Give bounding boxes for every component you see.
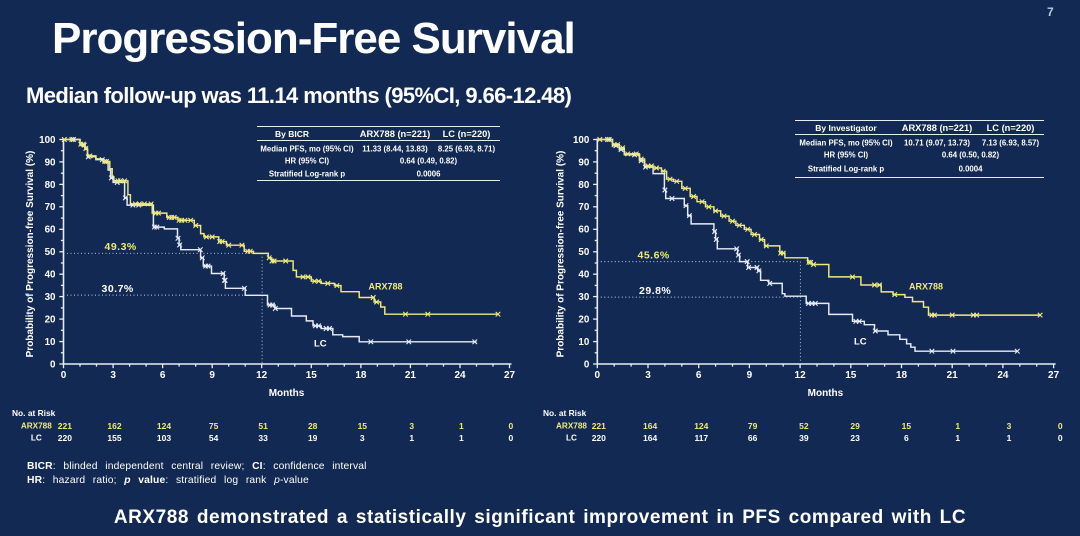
svg-text:27: 27 (1048, 370, 1060, 381)
svg-text:12: 12 (256, 370, 268, 381)
svg-text:100: 100 (573, 135, 590, 146)
svg-text:6: 6 (160, 370, 166, 381)
svg-text:30.7%: 30.7% (102, 283, 134, 295)
svg-text:90: 90 (578, 157, 589, 168)
svg-text:0: 0 (61, 370, 67, 381)
svg-text:90: 90 (45, 157, 56, 168)
svg-text:3: 3 (645, 370, 651, 381)
svg-text:30: 30 (45, 292, 56, 303)
svg-text:50: 50 (45, 247, 56, 258)
svg-text:9: 9 (209, 370, 215, 381)
svg-text:20: 20 (578, 315, 589, 326)
svg-text:50: 50 (578, 247, 589, 258)
svg-text:ARX788: ARX788 (369, 282, 403, 292)
svg-text:9: 9 (747, 370, 753, 381)
svg-text:ARX788: ARX788 (909, 282, 943, 292)
svg-text:0: 0 (595, 370, 601, 381)
svg-text:21: 21 (947, 370, 959, 381)
svg-text:LC: LC (314, 339, 327, 350)
svg-text:LC: LC (854, 337, 867, 348)
svg-text:21: 21 (405, 370, 417, 381)
svg-text:Months: Months (269, 388, 305, 399)
svg-text:10: 10 (45, 337, 56, 348)
svg-text:12: 12 (795, 370, 807, 381)
svg-text:Months: Months (808, 388, 844, 399)
svg-text:Probability of Progression-fre: Probability of Progression-free Survival… (556, 151, 567, 358)
svg-text:80: 80 (45, 180, 56, 191)
svg-text:27: 27 (504, 370, 516, 381)
svg-text:29.8%: 29.8% (639, 285, 671, 297)
svg-text:60: 60 (578, 225, 589, 236)
svg-text:30: 30 (578, 292, 589, 303)
svg-text:Probability of Progression-fre: Probability of Progression-free Survival… (25, 151, 36, 358)
svg-text:80: 80 (578, 180, 589, 191)
svg-text:100: 100 (39, 135, 56, 146)
svg-text:20: 20 (45, 315, 56, 326)
svg-text:15: 15 (845, 370, 857, 381)
svg-text:24: 24 (997, 370, 1009, 381)
svg-text:18: 18 (896, 370, 908, 381)
svg-text:24: 24 (454, 370, 466, 381)
svg-text:45.6%: 45.6% (638, 249, 670, 261)
svg-text:10: 10 (578, 337, 589, 348)
svg-text:3: 3 (110, 370, 116, 381)
svg-text:70: 70 (45, 202, 56, 213)
svg-text:15: 15 (306, 370, 318, 381)
svg-text:40: 40 (45, 270, 56, 281)
svg-text:40: 40 (578, 270, 589, 281)
svg-text:70: 70 (578, 202, 589, 213)
svg-text:6: 6 (696, 370, 702, 381)
svg-text:49.3%: 49.3% (105, 241, 137, 253)
svg-text:0: 0 (50, 359, 56, 370)
svg-text:18: 18 (355, 370, 367, 381)
svg-text:60: 60 (45, 225, 56, 236)
svg-text:0: 0 (584, 359, 590, 370)
